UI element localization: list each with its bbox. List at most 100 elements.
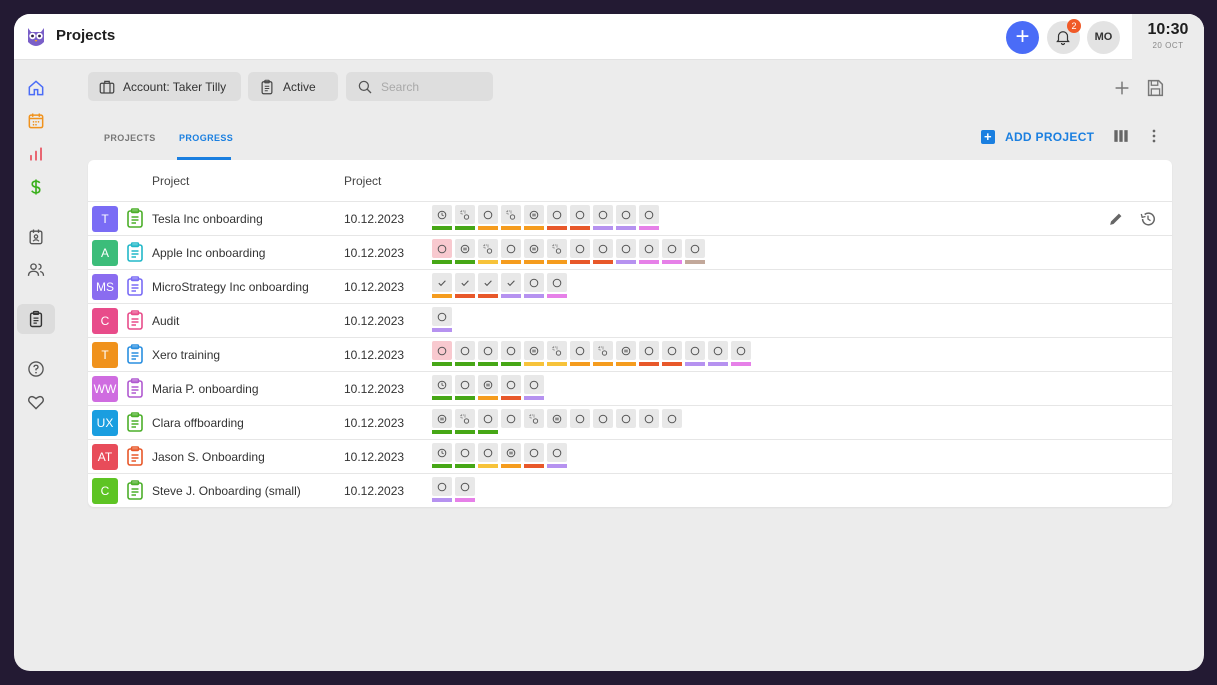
table-row[interactable]: T Tesla Inc onboarding 10.12.2023 (88, 202, 1172, 236)
progress-step[interactable] (524, 341, 544, 366)
progress-step[interactable] (455, 375, 475, 400)
progress-step[interactable] (478, 443, 498, 468)
account-filter[interactable]: Account: Taker Tilly (88, 72, 241, 101)
sidebar-item-team[interactable] (17, 255, 55, 285)
progress-step[interactable] (616, 205, 636, 230)
progress-step[interactable] (432, 273, 452, 298)
table-row[interactable]: C Steve J. Onboarding (small) 10.12.2023 (88, 474, 1172, 508)
table-row[interactable]: UX Clara offboarding 10.12.2023 (88, 406, 1172, 440)
sidebar-item-favorites[interactable] (17, 387, 55, 417)
progress-step[interactable] (478, 409, 498, 434)
sidebar-item-home[interactable] (17, 73, 55, 103)
table-row[interactable]: T Xero training 10.12.2023 (88, 338, 1172, 372)
progress-step[interactable] (547, 239, 567, 264)
project-name[interactable]: Apple Inc onboarding (152, 246, 266, 260)
history-icon[interactable] (1138, 209, 1158, 229)
progress-step[interactable] (639, 205, 659, 230)
progress-step[interactable] (524, 409, 544, 433)
progress-step[interactable] (501, 205, 521, 230)
progress-step[interactable] (639, 409, 659, 433)
progress-step[interactable] (501, 375, 521, 400)
progress-step[interactable] (524, 375, 544, 400)
progress-step[interactable] (432, 375, 452, 400)
sidebar-item-billing[interactable] (17, 172, 55, 202)
search-input[interactable]: Search (346, 72, 493, 101)
progress-step[interactable] (570, 239, 590, 264)
project-name[interactable]: Clara offboarding (152, 416, 244, 430)
progress-step[interactable] (547, 341, 567, 366)
progress-step[interactable] (501, 409, 521, 433)
progress-step[interactable] (524, 443, 544, 468)
table-row[interactable]: MS MicroStrategy Inc onboarding 10.12.2023 (88, 270, 1172, 304)
progress-step[interactable] (432, 477, 452, 502)
progress-step[interactable] (455, 205, 475, 230)
progress-step[interactable] (455, 239, 475, 264)
progress-step[interactable] (593, 205, 613, 230)
progress-step[interactable] (547, 409, 567, 433)
progress-step[interactable] (478, 205, 498, 230)
progress-step[interactable] (478, 273, 498, 298)
tab-progress[interactable]: PROGRESS (179, 133, 234, 143)
progress-step[interactable] (593, 239, 613, 264)
save-icon[interactable] (1144, 77, 1166, 99)
progress-step[interactable] (455, 409, 475, 434)
progress-step[interactable] (455, 443, 475, 468)
progress-step[interactable] (432, 307, 452, 332)
progress-step[interactable] (478, 239, 498, 264)
progress-step[interactable] (432, 239, 452, 264)
user-avatar[interactable]: MO (1087, 21, 1120, 54)
progress-step[interactable] (478, 341, 498, 366)
progress-step[interactable] (616, 409, 636, 433)
progress-step[interactable] (501, 273, 521, 298)
progress-step[interactable] (501, 239, 521, 264)
sidebar-item-projects[interactable] (17, 304, 55, 334)
progress-step[interactable] (547, 273, 567, 298)
project-name[interactable]: MicroStrategy Inc onboarding (152, 280, 309, 294)
progress-step[interactable] (593, 341, 613, 366)
progress-step[interactable] (685, 341, 705, 366)
project-name[interactable]: Audit (152, 314, 180, 328)
plus-icon[interactable] (1111, 77, 1133, 99)
quick-add-button[interactable]: + (1006, 21, 1039, 54)
progress-step[interactable] (662, 341, 682, 366)
progress-step[interactable] (570, 341, 590, 366)
project-name[interactable]: Xero training (152, 348, 221, 362)
progress-step[interactable] (662, 409, 682, 433)
progress-step[interactable] (639, 239, 659, 264)
table-row[interactable]: A Apple Inc onboarding 10.12.2023 (88, 236, 1172, 270)
progress-step[interactable] (501, 341, 521, 366)
sidebar-item-calendar[interactable] (17, 106, 55, 136)
progress-step[interactable] (708, 341, 728, 366)
more-vertical-icon[interactable] (1144, 126, 1164, 146)
progress-step[interactable] (455, 477, 475, 502)
progress-step[interactable] (432, 409, 452, 434)
sidebar-item-reports[interactable] (17, 139, 55, 169)
project-name[interactable]: Tesla Inc onboarding (152, 212, 263, 226)
progress-step[interactable] (616, 341, 636, 366)
progress-step[interactable] (731, 341, 751, 366)
progress-step[interactable] (432, 341, 452, 366)
progress-step[interactable] (478, 375, 498, 400)
progress-step[interactable] (524, 239, 544, 264)
add-project-button[interactable]: + ADD PROJECT (981, 130, 1094, 144)
edit-icon[interactable] (1106, 209, 1126, 229)
sidebar-item-contacts[interactable] (17, 222, 55, 252)
columns-icon[interactable] (1111, 126, 1131, 146)
project-name[interactable]: Jason S. Onboarding (152, 450, 265, 464)
progress-step[interactable] (432, 205, 452, 230)
progress-step[interactable] (662, 239, 682, 264)
progress-step[interactable] (547, 443, 567, 468)
progress-step[interactable] (685, 239, 705, 264)
project-name[interactable]: Maria P. onboarding (152, 382, 259, 396)
status-filter[interactable]: Active (248, 72, 338, 101)
tab-projects[interactable]: PROJECTS (104, 133, 156, 143)
progress-step[interactable] (455, 341, 475, 366)
table-row[interactable]: AT Jason S. Onboarding 10.12.2023 (88, 440, 1172, 474)
progress-step[interactable] (501, 443, 521, 468)
project-name[interactable]: Steve J. Onboarding (small) (152, 484, 301, 498)
progress-step[interactable] (593, 409, 613, 433)
sidebar-item-help[interactable] (17, 354, 55, 384)
progress-step[interactable] (524, 205, 544, 230)
progress-step[interactable] (432, 443, 452, 468)
progress-step[interactable] (570, 409, 590, 433)
